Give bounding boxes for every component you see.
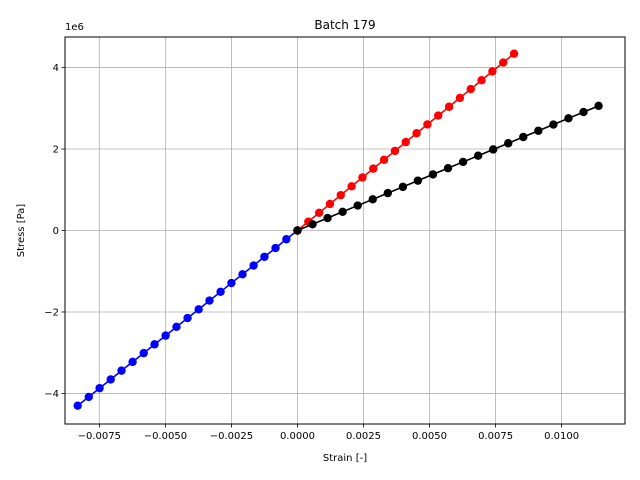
data-point bbox=[205, 296, 214, 305]
data-point bbox=[323, 213, 332, 223]
series-layer bbox=[73, 49, 603, 410]
data-point bbox=[443, 163, 453, 173]
x-axis: −0.0075 −0.0050 −0.0025 0.0000 0.0025 0.0050 0… bbox=[78, 424, 579, 442]
data-point bbox=[412, 129, 421, 138]
data-point bbox=[458, 157, 468, 167]
data-point bbox=[308, 220, 317, 229]
data-point bbox=[434, 111, 443, 120]
data-point bbox=[509, 49, 519, 58]
y-axis-offset-label: 1e6 bbox=[65, 22, 84, 33]
data-point bbox=[455, 93, 465, 103]
data-point bbox=[106, 375, 115, 384]
data-point bbox=[534, 126, 543, 135]
data-point bbox=[347, 182, 356, 191]
y-tick-label: 2 bbox=[53, 145, 59, 156]
data-point bbox=[564, 114, 573, 123]
x-tick-label: −0.0075 bbox=[78, 431, 121, 442]
x-tick-label: −0.0025 bbox=[210, 431, 253, 442]
data-point bbox=[338, 207, 347, 217]
y-tick-label: 4 bbox=[53, 63, 59, 74]
data-point bbox=[139, 348, 148, 358]
data-point bbox=[84, 392, 93, 402]
series-2 bbox=[293, 101, 603, 235]
data-point bbox=[336, 190, 345, 200]
data-point bbox=[194, 305, 203, 314]
data-point bbox=[183, 313, 192, 323]
data-point bbox=[358, 173, 367, 182]
data-point bbox=[504, 139, 513, 148]
data-point bbox=[325, 199, 335, 209]
data-point bbox=[368, 195, 377, 204]
data-point bbox=[117, 366, 126, 375]
x-tick-label: 0.0075 bbox=[478, 431, 513, 442]
data-point bbox=[488, 67, 497, 76]
data-point bbox=[73, 401, 82, 410]
data-point bbox=[401, 137, 410, 147]
data-point bbox=[379, 155, 389, 164]
data-point bbox=[383, 188, 392, 198]
x-tick-label: 0.0050 bbox=[412, 431, 447, 442]
x-tick-label: 0.0100 bbox=[544, 431, 579, 442]
data-point bbox=[369, 164, 378, 173]
series-0 bbox=[73, 226, 302, 410]
y-tick-label: −4 bbox=[44, 389, 59, 400]
data-point bbox=[293, 226, 302, 235]
x-axis-label: Strain [-] bbox=[323, 453, 367, 464]
data-point bbox=[216, 287, 225, 297]
x-tick-label: −0.0050 bbox=[144, 431, 187, 442]
data-point bbox=[499, 58, 508, 67]
data-point bbox=[95, 383, 104, 393]
data-point bbox=[579, 107, 588, 117]
data-point bbox=[473, 151, 483, 160]
x-tick-label: 0.0025 bbox=[346, 431, 381, 442]
data-point bbox=[423, 120, 432, 129]
data-point bbox=[128, 357, 137, 367]
data-point bbox=[413, 176, 423, 185]
data-point bbox=[271, 243, 280, 253]
y-axis-label: Stress [Pa] bbox=[16, 204, 27, 258]
data-point bbox=[260, 252, 269, 261]
y-tick-label: 0 bbox=[53, 226, 59, 237]
data-point bbox=[249, 261, 258, 270]
x-tick-label: 0.0000 bbox=[280, 431, 315, 442]
data-point bbox=[428, 170, 438, 179]
data-point bbox=[150, 340, 159, 349]
data-point bbox=[227, 278, 236, 288]
data-point bbox=[390, 146, 400, 156]
data-point bbox=[282, 235, 291, 244]
data-point bbox=[161, 331, 170, 340]
y-tick-label: −2 bbox=[44, 307, 59, 318]
grid bbox=[65, 37, 625, 424]
data-point bbox=[398, 182, 408, 192]
data-point bbox=[488, 145, 498, 154]
data-point bbox=[477, 76, 486, 85]
data-point bbox=[353, 201, 362, 210]
data-point bbox=[466, 84, 475, 94]
data-point bbox=[172, 322, 181, 332]
data-point bbox=[444, 102, 454, 111]
chart-title: Batch 179 bbox=[314, 18, 375, 32]
data-point bbox=[314, 208, 324, 218]
y-axis: −4 −2 0 2 4 bbox=[44, 63, 65, 400]
data-point bbox=[238, 270, 247, 279]
data-point bbox=[519, 132, 528, 142]
data-point bbox=[549, 120, 558, 129]
data-point bbox=[594, 101, 603, 111]
